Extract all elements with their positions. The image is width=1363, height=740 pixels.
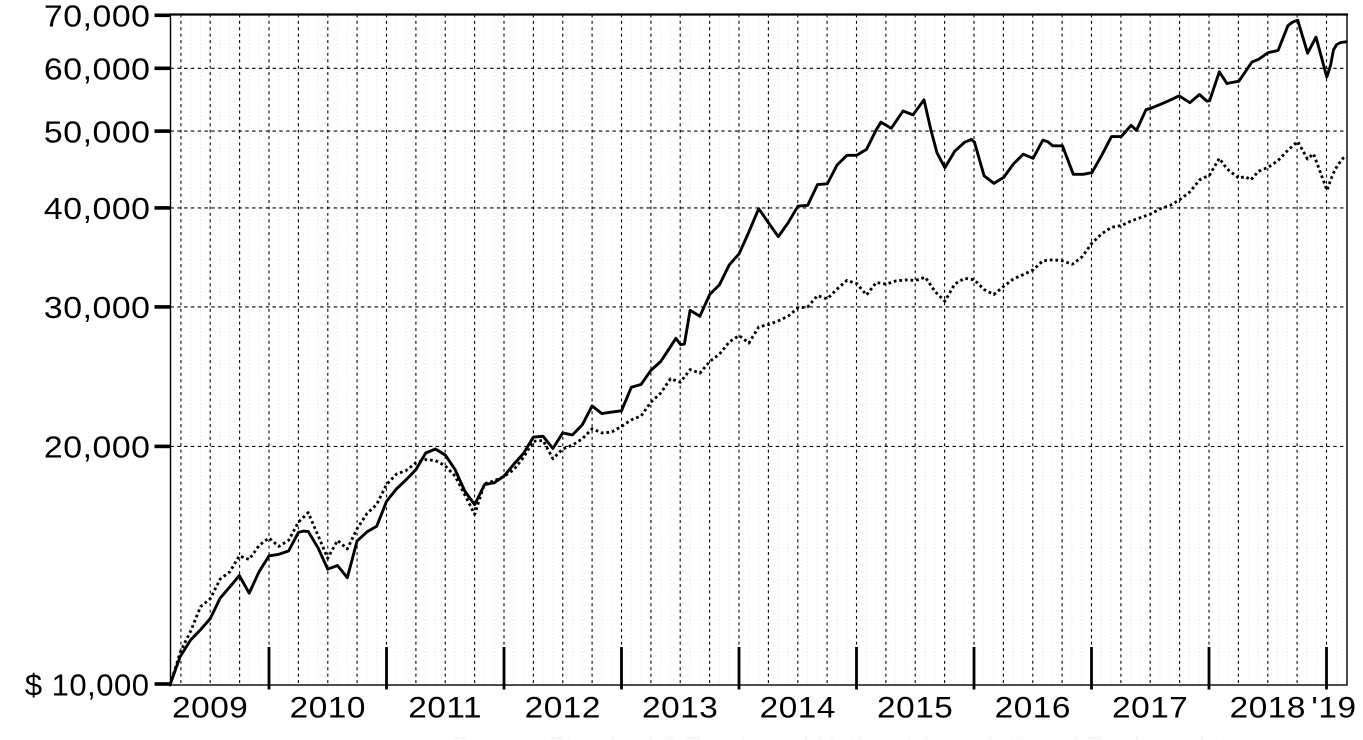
svg-text:$ 10,000: $ 10,000 [25,667,150,702]
svg-text:'19: '19 [1311,691,1356,724]
svg-text:2016: 2016 [995,691,1071,724]
svg-text:2009: 2009 [172,691,248,724]
svg-text:2018: 2018 [1230,691,1306,724]
svg-text:2012: 2012 [525,691,601,724]
svg-text:2014: 2014 [760,691,836,724]
svg-text:2011: 2011 [408,691,482,724]
svg-text:20,000: 20,000 [44,430,151,464]
svg-text:60,000: 60,000 [44,52,151,86]
svg-text:30,000: 30,000 [44,290,151,324]
svg-text:Source: Standard & Poor's and: Source: Standard & Poor's and National A… [451,731,1241,740]
svg-text:40,000: 40,000 [44,191,151,225]
svg-text:70,000: 70,000 [44,0,151,33]
svg-text:2017: 2017 [1112,691,1188,724]
svg-text:2015: 2015 [877,691,953,724]
svg-text:2013: 2013 [642,691,718,724]
svg-text:50,000: 50,000 [44,115,151,149]
svg-text:2010: 2010 [290,691,366,724]
